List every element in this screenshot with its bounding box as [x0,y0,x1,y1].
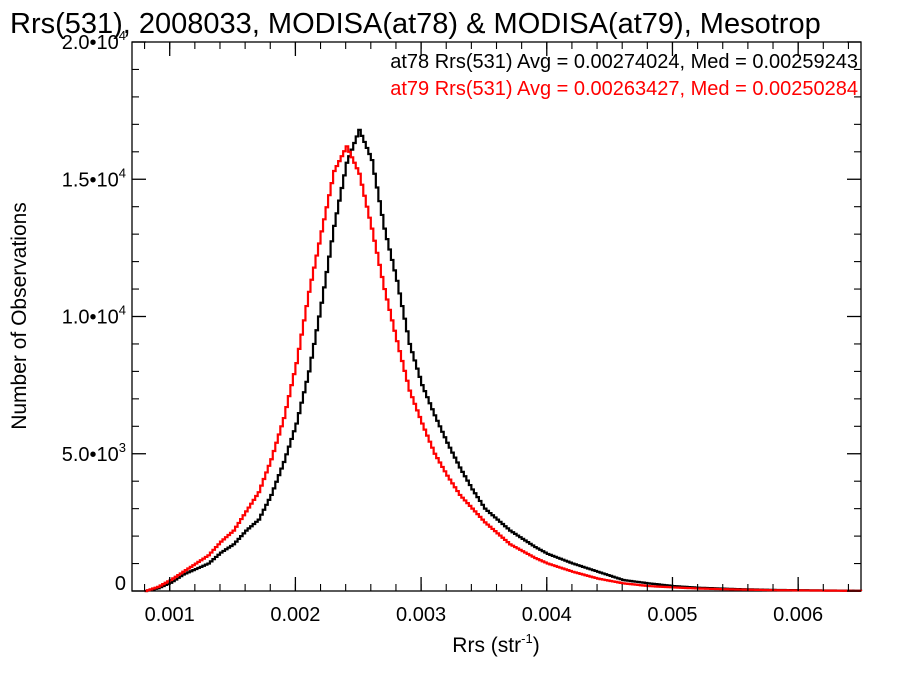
y-axis-ticks: 0 5.0•103 1.0•104 1.5•104 2.0•104 [62,28,861,595]
x-tick-label: 0.002 [270,604,320,626]
y-axis-label: Number of Observations [8,202,31,430]
y-tick-label: 0 [115,573,126,595]
x-axis-ticks: 0.001 0.002 0.003 0.004 0.005 0.006 [144,42,849,626]
x-tick-label: 0.004 [522,604,572,626]
chart-title: Rrs(531), 2008033, MODISA(at78) & MODISA… [10,8,821,40]
x-tick-label: 0.003 [396,604,446,626]
y-tick-label: 2.0•104 [62,28,126,54]
y-tick-label: 1.0•104 [62,303,126,329]
x-axis-label: Rrs (str-1) [452,631,539,657]
x-tick-label: 0.006 [773,604,823,626]
series-layer [144,128,863,593]
x-tick-label: 0.005 [647,604,697,626]
series-line-at78 [144,128,863,593]
x-tick-label: 0.001 [145,604,195,626]
legend-stats-line: at79 Rrs(531) Avg = 0.00263427, Med = 0.… [390,78,858,100]
y-tick-label: 5.0•103 [62,440,126,466]
legend-stats: at78 Rrs(531) Avg = 0.00274024, Med = 0.… [390,51,858,100]
y-tick-label: 1.5•104 [62,165,126,191]
series-line-at79 [144,145,863,593]
plot-frame [131,41,862,592]
legend-stats-line: at78 Rrs(531) Avg = 0.00274024, Med = 0.… [390,51,858,73]
